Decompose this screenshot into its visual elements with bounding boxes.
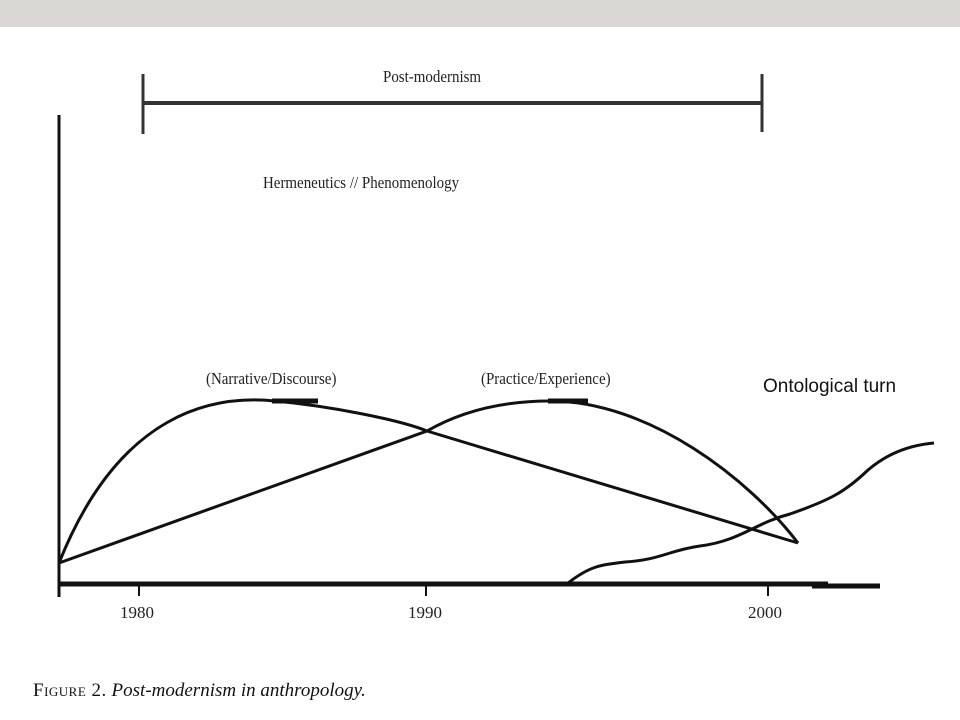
narrative-discourse-curve bbox=[57, 398, 799, 564]
x-tick-label-1980: 1980 bbox=[120, 603, 154, 622]
practice-experience-curve bbox=[58, 399, 800, 565]
figure-number: Figure 2. bbox=[33, 680, 107, 701]
x-tick-label-1990: 1990 bbox=[408, 603, 442, 622]
ontological-turn-curve bbox=[567, 441, 935, 585]
figure-caption-text: Post-modernism in anthropology. bbox=[111, 680, 366, 701]
slide-top-bar bbox=[0, 0, 960, 27]
diagram-subtitle: Hermeneutics // Phenomenology bbox=[263, 173, 460, 192]
ontological-turn-label: Ontological turn bbox=[763, 376, 897, 397]
x-tick-label-2000: 2000 bbox=[748, 603, 782, 622]
narrative-discourse-label: (Narrative/Discourse) bbox=[206, 369, 337, 388]
figure-caption: Figure 2. Post-modernism in anthropology… bbox=[33, 680, 366, 702]
period-label: Post-modernism bbox=[383, 67, 482, 86]
practice-experience-label: (Practice/Experience) bbox=[481, 369, 611, 388]
